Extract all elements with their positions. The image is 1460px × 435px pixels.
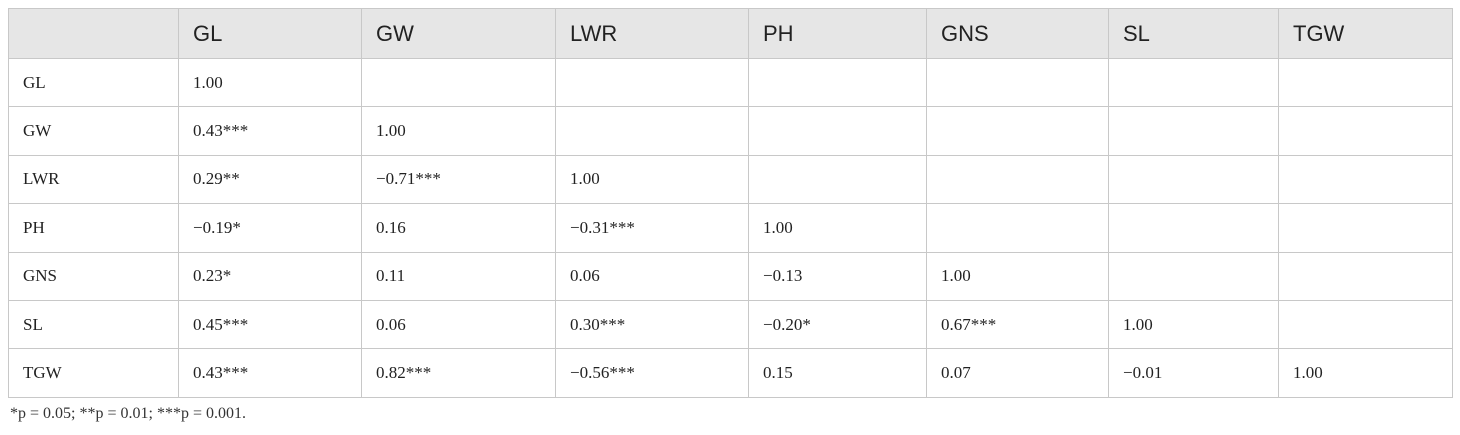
row-label: GNS [8,251,179,301]
empty-cell [926,154,1109,205]
empty-cell [1278,106,1453,156]
column-header: PH [748,8,927,59]
empty-cell [1278,154,1453,205]
correlation-cell: −0.01 [1108,348,1279,398]
correlation-cell: 1.00 [1278,348,1453,398]
correlation-cell: 0.67*** [926,299,1109,350]
table-row: PH −0.19* 0.16 −0.31*** 1.00 [8,203,1453,253]
correlation-cell: −0.20* [748,299,927,350]
table-row: SL 0.45*** 0.06 0.30*** −0.20* 0.67*** 1.00 [8,299,1453,350]
correlation-cell: 1.00 [926,251,1109,301]
correlation-cell: 0.29** [178,154,362,205]
row-label: TGW [8,348,179,398]
empty-cell [1108,154,1279,205]
correlation-cell: 1.00 [361,106,556,156]
empty-cell [748,106,927,156]
correlation-cell: 0.06 [361,299,556,350]
empty-cell [1278,203,1453,253]
correlation-cell: 0.45*** [178,299,362,350]
row-label: LWR [8,154,179,205]
empty-cell [1108,106,1279,156]
header-row: GL GW LWR PH GNS SL TGW [8,8,1453,59]
correlation-cell: −0.56*** [555,348,749,398]
table-row: GL 1.00 [8,57,1453,108]
correlation-cell: 0.15 [748,348,927,398]
correlation-cell: 0.43*** [178,106,362,156]
empty-cell [748,154,927,205]
correlation-cell: 0.82*** [361,348,556,398]
correlation-cell: 0.07 [926,348,1109,398]
column-header: LWR [555,8,749,59]
empty-cell [926,57,1109,108]
correlation-cell: 0.06 [555,251,749,301]
table-row: GW 0.43*** 1.00 [8,106,1453,156]
empty-cell [1278,57,1453,108]
row-label: GW [8,106,179,156]
column-header: TGW [1278,8,1453,59]
correlation-cell: −0.13 [748,251,927,301]
corner-cell [8,8,179,59]
correlation-cell: 1.00 [555,154,749,205]
correlation-cell: 0.30*** [555,299,749,350]
empty-cell [555,57,749,108]
column-header: GL [178,8,362,59]
correlation-table: GL GW LWR PH GNS SL TGW GL 1.00 GW 0.43*** 1.00 LWR… [8,8,1453,398]
correlation-cell: −0.19* [178,203,362,253]
correlation-cell: 0.11 [361,251,556,301]
empty-cell [926,203,1109,253]
empty-cell [926,106,1109,156]
correlation-cell: 0.23* [178,251,362,301]
empty-cell [748,57,927,108]
correlation-cell: −0.31*** [555,203,749,253]
correlation-cell: 1.00 [748,203,927,253]
empty-cell [555,106,749,156]
empty-cell [1108,203,1279,253]
correlation-cell: −0.71*** [361,154,556,205]
column-header: GNS [926,8,1109,59]
column-header: SL [1108,8,1279,59]
table-row: GNS 0.23* 0.11 0.06 −0.13 1.00 [8,251,1453,301]
correlation-cell: 1.00 [1108,299,1279,350]
row-label: PH [8,203,179,253]
empty-cell [1108,251,1279,301]
empty-cell [1278,299,1453,350]
table-row: TGW 0.43*** 0.82*** −0.56*** 0.15 0.07 −0.01 1.… [8,348,1453,398]
correlation-cell: 0.43*** [178,348,362,398]
row-label: GL [8,57,179,108]
row-label: SL [8,299,179,350]
footnote: *p = 0.05; **p = 0.01; ***p = 0.001. [10,405,246,422]
column-header: GW [361,8,556,59]
empty-cell [1278,251,1453,301]
correlation-cell: 1.00 [178,57,362,108]
correlation-cell: 0.16 [361,203,556,253]
table-row: LWR 0.29** −0.71*** 1.00 [8,154,1453,205]
empty-cell [361,57,556,108]
empty-cell [1108,57,1279,108]
